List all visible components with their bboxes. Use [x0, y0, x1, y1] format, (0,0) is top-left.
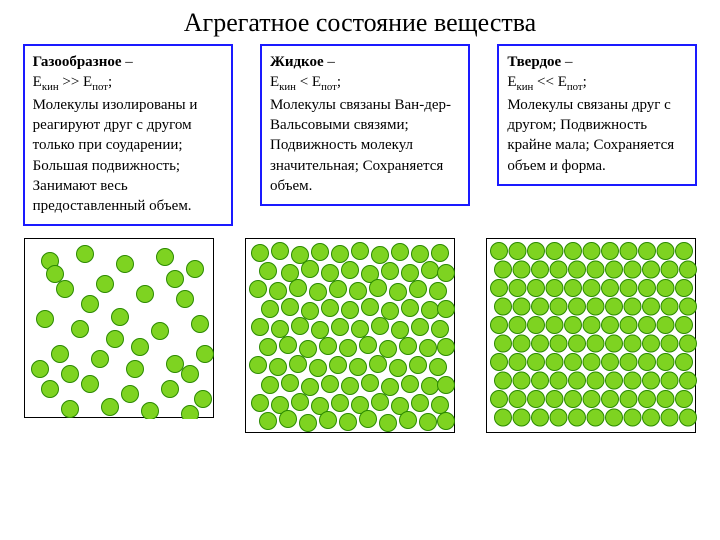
card-liquid: Жидкое – Eкин < Eпот; Молекулы связаны В… [260, 44, 470, 206]
card-heading: Твердое [507, 54, 561, 70]
card-body: Молекулы изолированы и реагируют друг с … [33, 97, 198, 214]
card-heading: Жидкое [270, 54, 324, 70]
card-body: Молекулы связаны Ван-дер-Вальсовыми связ… [270, 97, 451, 194]
figure-gas [24, 238, 214, 418]
figures-row [0, 226, 720, 433]
card-relation: Eкин < Eпот; [270, 74, 341, 90]
card-heading: Газообразное [33, 54, 122, 70]
card-dash: – [565, 54, 573, 70]
card-gas: Газообразное – Eкин >> Eпот; Молекулы из… [23, 44, 233, 226]
card-body: Молекулы связаны друг с другом; Подвижно… [507, 97, 674, 174]
card-solid: Твердое – Eкин << Eпот; Молекулы связаны… [497, 44, 697, 186]
card-relation: Eкин << Eпот; [507, 74, 587, 90]
card-dash: – [327, 54, 335, 70]
card-relation: Eкин >> Eпот; [33, 74, 113, 90]
page-title: Агрегатное состояние вещества [0, 0, 720, 44]
figure-liquid [245, 238, 455, 433]
card-dash: – [125, 54, 133, 70]
cards-row: Газообразное – Eкин >> Eпот; Молекулы из… [0, 44, 720, 226]
figure-solid [486, 238, 696, 433]
